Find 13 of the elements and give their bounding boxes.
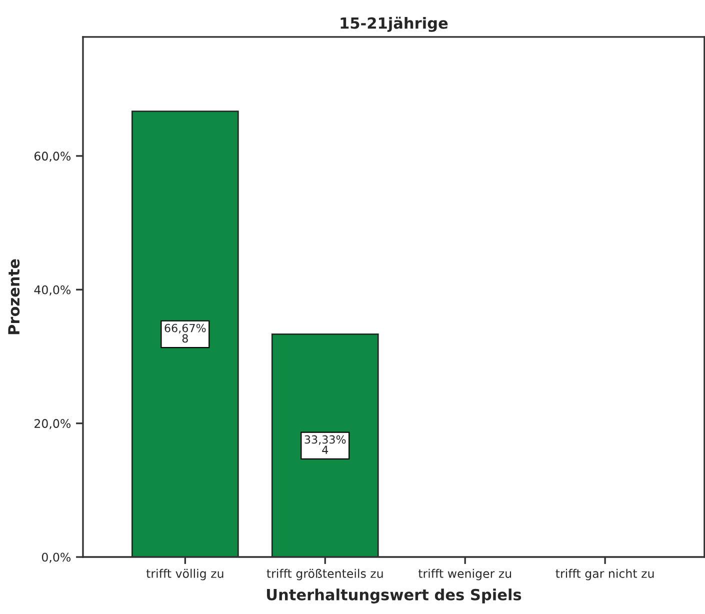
x-tick-label: trifft völlig zu (146, 568, 224, 580)
y-tick-label: 20,0% (34, 419, 71, 430)
y-tick-label: 40,0% (34, 285, 71, 296)
x-tick-label: trifft gar nicht zu (556, 568, 654, 580)
x-axis-title: Unterhaltungswert des Spiels (267, 588, 522, 604)
data-label: 33,33% 4 (304, 435, 346, 454)
chart-title: 15-21jährige (340, 16, 448, 32)
x-tick-label: trifft weniger zu (418, 568, 512, 580)
y-axis-title: Prozente (8, 259, 20, 334)
x-tick-label: trifft größtenteils zu (266, 568, 383, 580)
y-tick-label: 0,0% (42, 552, 71, 563)
y-tick-label: 60,0% (34, 152, 71, 162)
data-label: 66,67% 8 (164, 324, 206, 343)
